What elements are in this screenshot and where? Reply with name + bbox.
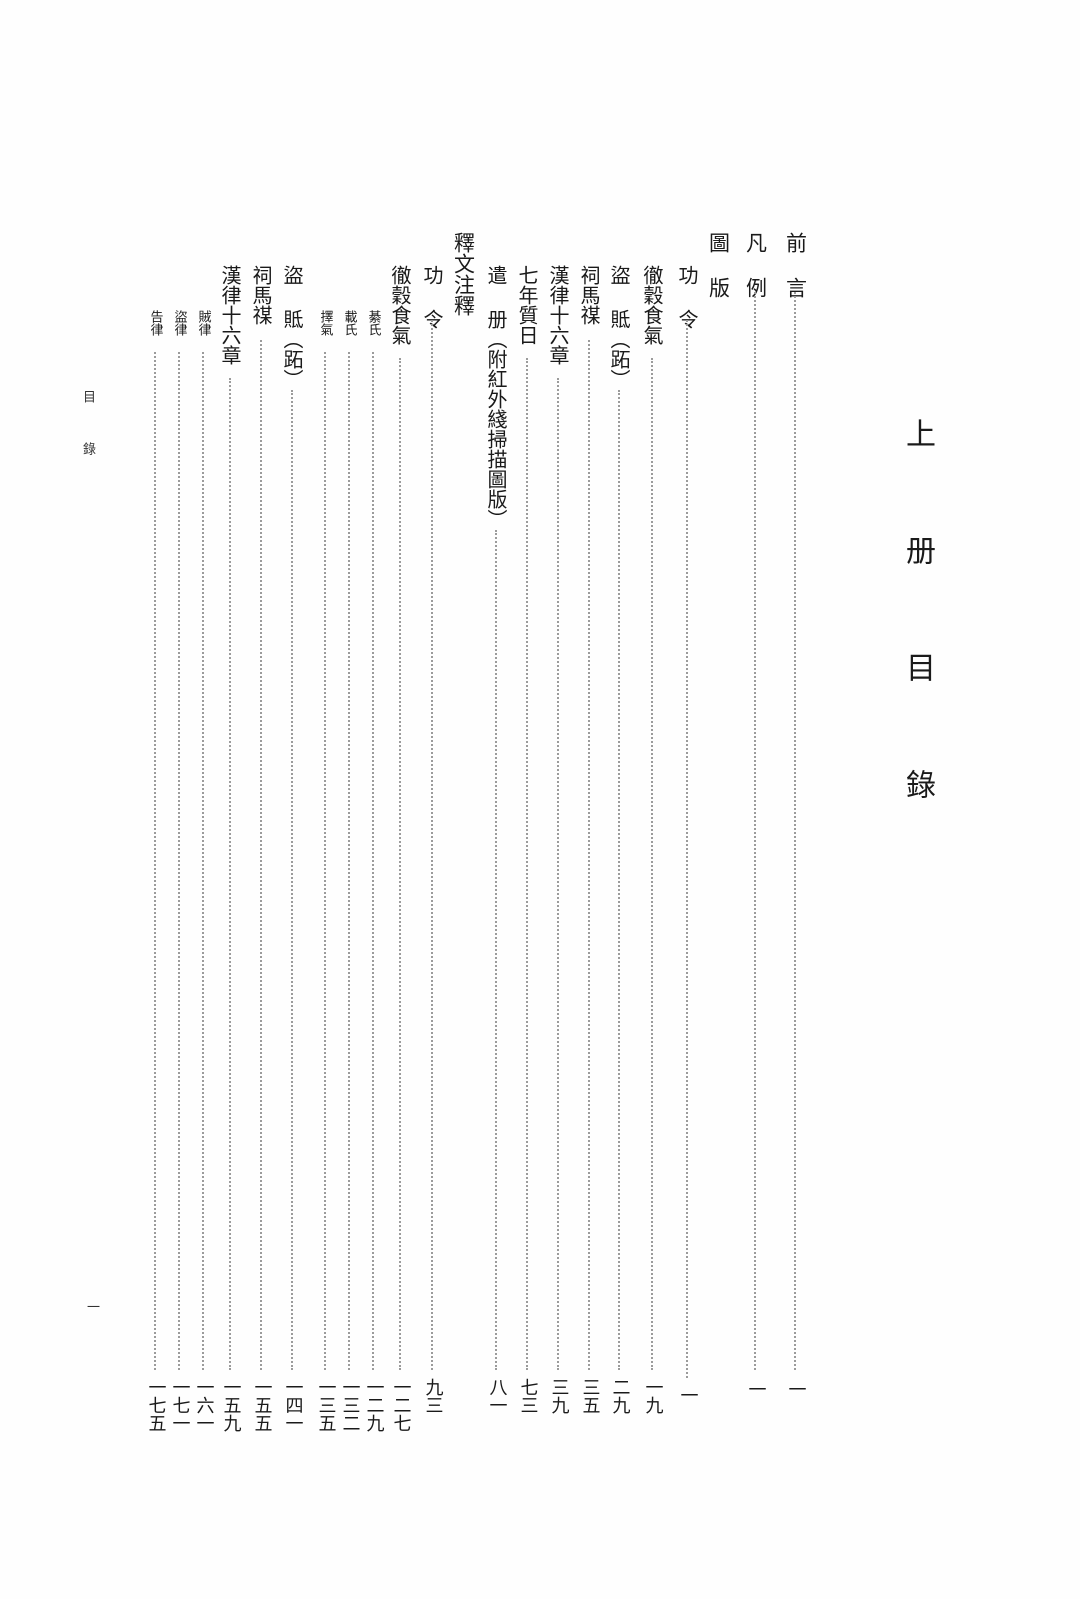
toc-entry-page-number: 一四一	[282, 1378, 304, 1432]
toc-entry[interactable]: 圖 版	[703, 0, 733, 1599]
toc-entry-label: 盜 貾（跖）	[607, 265, 631, 389]
toc-entry[interactable]: 功 令九三	[417, 0, 447, 1599]
toc-entry-page-number: 三九	[548, 1378, 570, 1414]
toc-leader-dots	[399, 358, 401, 1370]
toc-entry-page-number: 三五	[579, 1378, 601, 1414]
toc-entry-label: 盜律	[171, 310, 187, 336]
toc-entry-page-number: 一三五	[315, 1378, 337, 1432]
toc-entry-page-number: 一	[677, 1386, 699, 1404]
toc-leader-dots	[588, 340, 590, 1370]
toc-entry-page-number: 一九	[642, 1378, 664, 1414]
toc-leader-dots	[291, 390, 293, 1370]
toc-entry-page-number: 一七五	[145, 1378, 167, 1432]
toc-leader-dots	[178, 352, 180, 1370]
toc-entry-label: 告律	[147, 310, 163, 336]
toc-entry[interactable]: 祠馬禖 三五	[574, 0, 604, 1599]
page-title: 上 册 目 錄	[900, 418, 935, 825]
toc-entry-page-number: 一七一	[169, 1378, 191, 1432]
toc-entry-page-number: 一	[745, 1380, 767, 1398]
toc-leader-dots	[495, 530, 497, 1370]
toc-entry[interactable]: 功 令一	[672, 0, 702, 1599]
running-head: 目 錄	[80, 390, 95, 467]
toc-entry-page-number: 一	[785, 1380, 807, 1398]
toc-entry[interactable]: 漢律十六章 一五九	[215, 0, 245, 1599]
toc-entry-page-number: 一五九	[220, 1378, 242, 1432]
toc-entry-label: 祠馬禖	[249, 265, 273, 325]
toc-entry-label: 擇氣	[317, 310, 333, 336]
toc-leader-dots	[526, 358, 528, 1370]
toc-leader-dots	[154, 352, 156, 1370]
toc-entry[interactable]: 告律 一七五	[140, 0, 170, 1599]
toc-entry[interactable]: 盜 貾（跖） 一四一	[277, 0, 307, 1599]
toc-entry-label: 釋文注釋	[451, 232, 476, 316]
toc-entry[interactable]: 凡 例一	[740, 0, 770, 1599]
toc-entry-page-number: 二九	[609, 1378, 631, 1414]
toc-entry-label: 遣 册（附紅外綫掃描圖版）	[484, 265, 508, 529]
toc-entry-label: 漢律十六章	[218, 265, 242, 365]
toc-entry-page-number: 一六一	[193, 1378, 215, 1432]
toc-entry-label: 前 言	[783, 232, 808, 298]
toc-entry-page-number: 一二九	[363, 1378, 385, 1432]
toc-leader-dots	[348, 352, 350, 1370]
toc-entry-label: 賊律	[195, 310, 211, 336]
toc-leader-dots	[686, 320, 688, 1378]
toc-entry-label: 圖 版	[706, 232, 731, 298]
toc-leader-dots	[372, 352, 374, 1370]
toc-entry[interactable]: 漢律十六章 三九	[543, 0, 573, 1599]
toc-leader-dots	[754, 292, 756, 1370]
toc-entry-label: 漢律十六章	[546, 265, 570, 365]
toc-entry[interactable]: 綦氏 一二九	[358, 0, 388, 1599]
toc-entry[interactable]: 載氏 一三二	[334, 0, 364, 1599]
toc-entry-label: 凡 例	[743, 232, 768, 298]
toc-entry-label: 徹穀食氣	[388, 265, 412, 345]
toc-entry[interactable]: 遣 册（附紅外綫掃描圖版） 八一	[481, 0, 511, 1599]
toc-leader-dots	[202, 352, 204, 1370]
toc-entry-page-number: 八一	[486, 1378, 508, 1414]
toc-entry[interactable]: 祠馬禖 一五五	[246, 0, 276, 1599]
toc-leader-dots	[557, 378, 559, 1370]
toc-entry[interactable]: 徹穀食氣 一二七	[385, 0, 415, 1599]
toc-leader-dots	[229, 378, 231, 1370]
toc-entry-page-number: 九三	[422, 1378, 444, 1414]
toc-entry[interactable]: 徹穀食氣 一九	[637, 0, 667, 1599]
toc-leader-dots	[651, 358, 653, 1370]
toc-entry[interactable]: 賊律 一六一	[188, 0, 218, 1599]
toc-leader-dots	[794, 292, 796, 1370]
toc-entry-label: 功 令	[420, 265, 444, 329]
toc-leader-dots	[324, 352, 326, 1370]
toc-leader-dots	[431, 320, 433, 1370]
toc-entry[interactable]: 前 言一	[780, 0, 810, 1599]
toc-entry[interactable]: 釋文注釋	[448, 0, 478, 1599]
toc-entry[interactable]: 擇氣 一三五	[310, 0, 340, 1599]
toc-entry-label: 七年質日	[515, 265, 539, 345]
toc-entry[interactable]: 七年質日 七三	[512, 0, 542, 1599]
toc-entry-page-number: 七三	[517, 1378, 539, 1414]
toc-entry-page-number: 一二七	[390, 1378, 412, 1432]
toc-entry-label: 徹穀食氣	[640, 265, 664, 345]
toc-leader-dots	[618, 390, 620, 1370]
toc-entry-page-number: 一五五	[251, 1378, 273, 1432]
toc-entry-label: 盜 貾（跖）	[280, 265, 304, 389]
toc-entry[interactable]: 盜律 一七一	[164, 0, 194, 1599]
toc-entry-label: 綦氏	[365, 310, 381, 336]
toc-entry-label: 祠馬禖	[577, 265, 601, 325]
toc-entry-label: 載氏	[341, 310, 357, 336]
page-folio-number: 一	[84, 1300, 99, 1313]
toc-entry-label: 功 令	[675, 265, 699, 329]
toc-leader-dots	[260, 340, 262, 1370]
toc-entry-page-number: 一三二	[339, 1378, 361, 1432]
toc-entry[interactable]: 盜 貾（跖） 二九	[604, 0, 634, 1599]
